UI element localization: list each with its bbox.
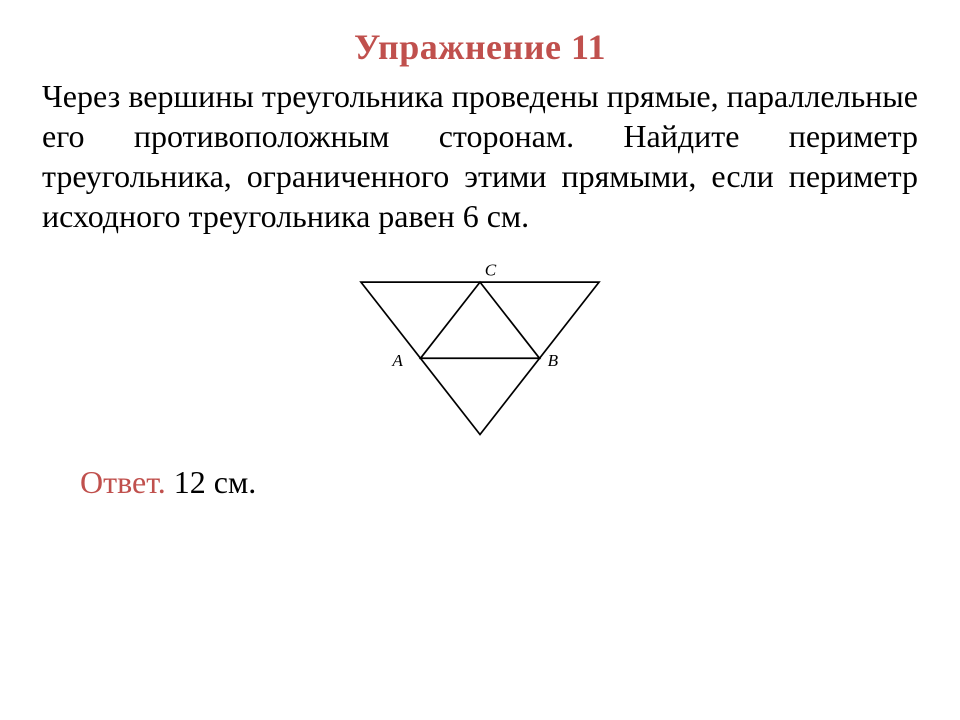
vertex-label-a: A	[391, 351, 403, 370]
vertex-label-b: B	[548, 351, 559, 370]
figure-container: C A B	[0, 244, 960, 444]
problem-text: Через вершины треугольника проведены пря…	[0, 68, 960, 236]
inner-triangle	[420, 282, 539, 358]
answer-label: Ответ.	[80, 464, 166, 500]
triangle-figure: C A B	[325, 244, 635, 444]
answer-line: Ответ. 12 см.	[0, 444, 960, 501]
answer-value: 12 см.	[166, 464, 256, 500]
vertex-label-c: C	[485, 260, 497, 279]
exercise-title: Упражнение 11	[0, 0, 960, 68]
